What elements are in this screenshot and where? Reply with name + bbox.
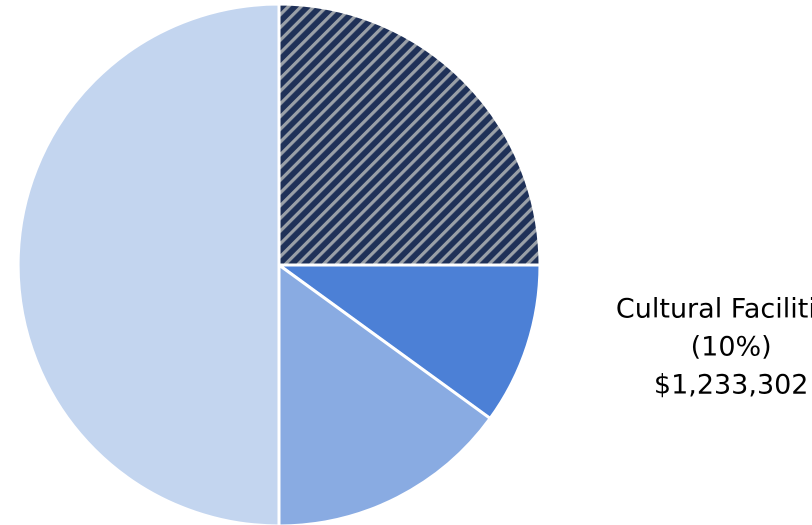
pie-slice-1 xyxy=(277,2,542,267)
slice-label-line: Cultural Facilities xyxy=(616,294,812,325)
slice-label-line: (10%) xyxy=(691,332,772,363)
slice-label-line: $1,233,302 xyxy=(654,370,809,401)
pie-labels: Cultural Facilities (10%) $1,233,302 xyxy=(616,294,812,401)
pie-slice-2 xyxy=(277,263,542,420)
pie-slice-4 xyxy=(16,2,281,525)
pie-slices xyxy=(16,2,542,525)
